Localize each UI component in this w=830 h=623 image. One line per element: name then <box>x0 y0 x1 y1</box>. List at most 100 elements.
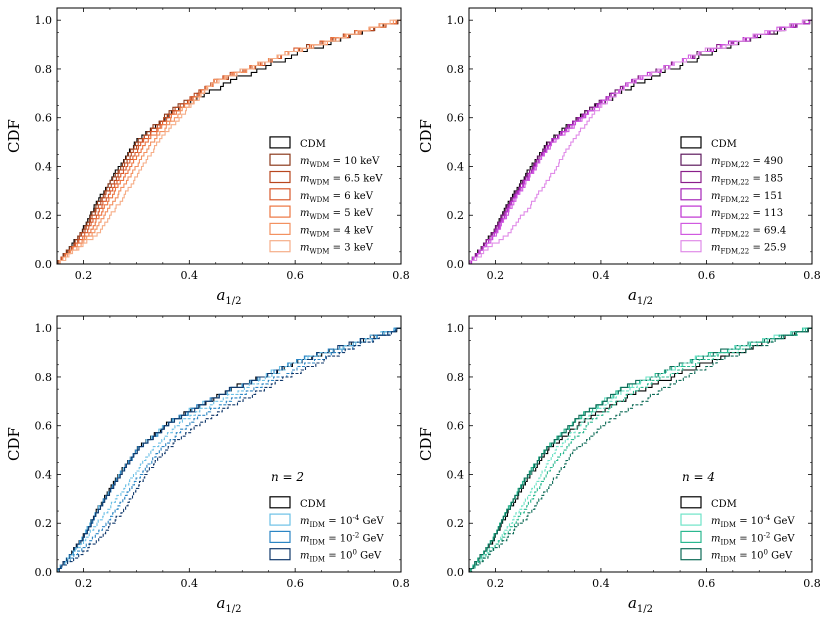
legend-swatch <box>269 170 291 184</box>
y-tick-label: 0.2 <box>35 517 53 530</box>
legend-label: mFDM,22 = 185 <box>711 174 783 187</box>
axes-frame <box>468 315 813 573</box>
legend-label: CDM <box>300 499 326 510</box>
legend-label: mIDM = 10-4 GeV <box>711 514 795 529</box>
cdf-line-dashed-4 <box>57 327 401 572</box>
legend-label: mIDM = 10-2 GeV <box>300 531 384 546</box>
series-group <box>57 327 401 572</box>
cdf-line-dashed-6 <box>469 327 812 572</box>
panel-4: 0.2 0.4 0.6 0.8 0.0 0.2 0.4 0.6 0.8 1.0 a1/2 CDF n =… <box>417 315 821 615</box>
series-group <box>57 19 401 264</box>
axes-frame <box>468 7 813 265</box>
cdf-line-m-fdm-22-25-9 <box>469 19 812 264</box>
y-tick-label: 0.0 <box>447 566 465 579</box>
y-tick-label: 1.0 <box>447 14 465 27</box>
y-tick-label: 0.4 <box>447 160 465 173</box>
legend: CDM mFDM,22 = 490 mFDM,22 = 185 mFDM,22 = 1… <box>680 136 786 256</box>
y-tick-label: 0.6 <box>447 112 465 125</box>
cdf-line-dashed-4 <box>469 327 812 572</box>
y-tick-label: 0.8 <box>447 371 465 384</box>
y-tick-label: 0.4 <box>35 468 53 481</box>
legend-swatch <box>269 188 291 201</box>
y-tick-label: 0.6 <box>35 112 53 125</box>
cdf-line-m-wdm-3-kev <box>57 19 401 264</box>
x-axis-label: a1/2 <box>216 286 241 307</box>
legend: n = 4 CDM mIDM = 10-4 GeV mIDM = 10-2 GeV mI… <box>680 470 795 564</box>
legend-label: CDM <box>711 139 737 150</box>
legend-swatch <box>680 222 702 235</box>
x-tick-label: 0.2 <box>75 577 93 590</box>
legend-label: mFDM,22 = 69.4 <box>711 225 786 238</box>
legend-label: mFDM,22 = 25.9 <box>711 243 786 256</box>
y-tick-label: 0.6 <box>35 420 53 433</box>
cdf-line-dashed-5 <box>57 327 401 572</box>
legend-swatch <box>269 205 291 218</box>
panel-annotation: n = 4 <box>682 470 715 484</box>
y-tick-label: 0.8 <box>35 63 53 76</box>
legend-swatch <box>680 240 702 253</box>
y-tick-label: 0.0 <box>447 258 465 271</box>
x-tick-label: 0.4 <box>592 269 610 282</box>
y-tick-label: 0.8 <box>35 371 53 384</box>
y-tick-label: 1.0 <box>35 14 53 27</box>
y-tick-label: 0.2 <box>447 209 465 222</box>
panel-3: 0.2 0.4 0.6 0.8 0.0 0.2 0.4 0.6 0.8 1.0 a1/2 CDF n =… <box>5 315 410 615</box>
legend-swatch <box>680 136 702 149</box>
x-tick-label: 0.4 <box>181 269 199 282</box>
legend-label: mWDM = 4 keV <box>300 225 374 238</box>
legend-label: mWDM = 6 keV <box>300 191 374 204</box>
x-tick-label: 0.8 <box>803 577 821 590</box>
legend-label: mFDM,22 = 490 <box>711 156 783 169</box>
x-axis-label: a1/2 <box>628 594 653 615</box>
series-group <box>469 327 812 572</box>
legend-swatch <box>680 530 702 544</box>
axes-frame <box>56 315 402 573</box>
y-tick-label: 0.4 <box>447 468 465 481</box>
legend-swatch <box>269 530 291 544</box>
legend-swatch <box>269 153 291 166</box>
y-axis-label: CDF <box>5 119 23 153</box>
legend-swatch <box>269 136 291 149</box>
y-axis-label: CDF <box>417 427 435 461</box>
cdf-line-m-fdm-22-69-4 <box>469 19 812 264</box>
x-axis-label: a1/2 <box>628 286 653 307</box>
panel-2: 0.2 0.4 0.6 0.8 0.0 0.2 0.4 0.6 0.8 1.0 a1/2 CDF CDM… <box>417 7 821 307</box>
legend-swatch <box>680 513 702 526</box>
legend-swatch <box>680 205 702 218</box>
legend-label: mWDM = 5 keV <box>300 208 374 221</box>
legend: n = 2 CDM mIDM = 10-4 GeV mIDM = 10-2 GeV mI… <box>269 470 384 564</box>
legend-swatch <box>680 170 702 184</box>
legend-swatch <box>269 240 291 253</box>
panel-annotation: n = 2 <box>271 470 304 484</box>
y-tick-label: 0.2 <box>35 209 53 222</box>
y-tick-label: 0.8 <box>447 63 465 76</box>
cdf-line-dashed-5 <box>469 327 812 572</box>
cdf-line-m-idm-10-0-gev <box>469 327 812 572</box>
legend-label: CDM <box>711 499 737 510</box>
x-tick-label: 0.6 <box>698 577 716 590</box>
series-group <box>469 19 812 264</box>
legend-swatch <box>680 153 702 166</box>
cdf-line-m-idm-10-0-gev <box>57 327 401 572</box>
y-tick-label: 0.0 <box>35 258 53 271</box>
x-tick-label: 0.8 <box>803 269 821 282</box>
x-tick-label: 0.2 <box>487 577 505 590</box>
legend-swatch <box>680 496 702 509</box>
cdf-line-dashed-6 <box>57 327 401 572</box>
legend-swatch <box>269 222 291 235</box>
y-tick-label: 0.6 <box>447 420 465 433</box>
y-tick-label: 0.2 <box>447 517 465 530</box>
x-tick-label: 0.6 <box>286 577 304 590</box>
y-tick-label: 1.0 <box>447 322 465 335</box>
legend-label: mIDM = 100 GeV <box>300 549 382 564</box>
y-tick-label: 0.0 <box>35 566 53 579</box>
legend-swatch <box>269 513 291 526</box>
legend-swatch <box>680 188 702 201</box>
y-tick-label: 0.4 <box>35 160 53 173</box>
axes-frame <box>56 7 402 265</box>
legend-label: mWDM = 3 keV <box>300 243 374 256</box>
legend-label: mFDM,22 = 151 <box>711 191 783 204</box>
cdf-line-m-wdm-10-kev <box>57 19 401 264</box>
x-tick-label: 0.6 <box>286 269 304 282</box>
